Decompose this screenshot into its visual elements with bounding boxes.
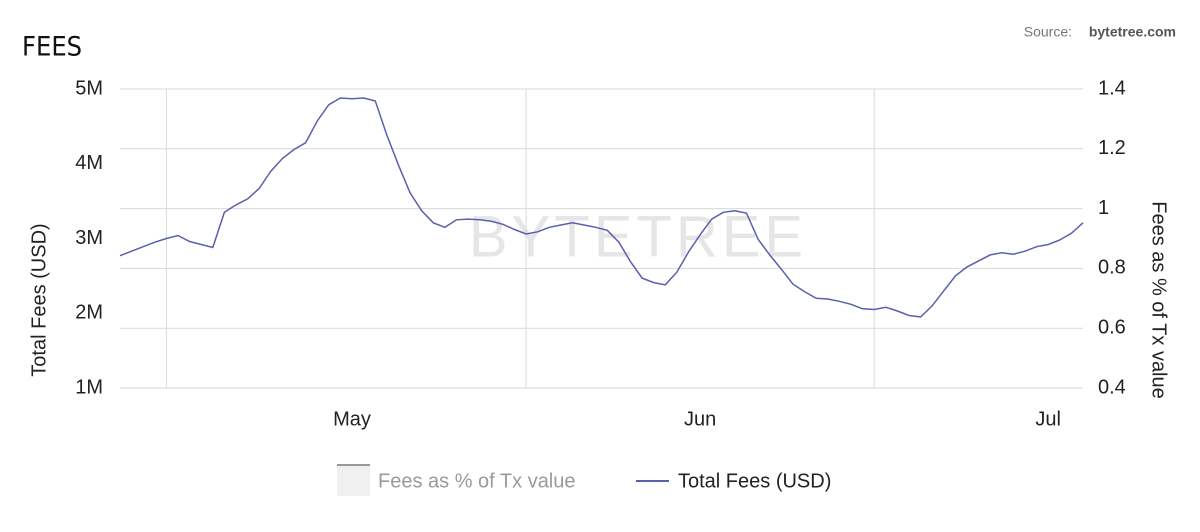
x-tick-label: Jun bbox=[684, 408, 716, 430]
chart-title: FEES bbox=[22, 32, 82, 63]
legend-label: Total Fees (USD) bbox=[678, 470, 831, 492]
y-tick-label: 5M bbox=[75, 77, 103, 99]
y2-tick-label: 1.4 bbox=[1098, 77, 1126, 99]
y-tick-label: 3M bbox=[75, 227, 103, 249]
y2-axis-label: Fees as % of Tx value bbox=[1148, 201, 1170, 399]
legend-label: Fees as % of Tx value bbox=[378, 470, 576, 492]
data-line bbox=[119, 97, 1084, 318]
y2-tick-label: 0.6 bbox=[1098, 316, 1126, 338]
y-axis-label: Total Fees (USD) bbox=[28, 223, 50, 376]
source-label: Source: bbox=[1024, 24, 1072, 40]
x-tick-label: Jul bbox=[1035, 408, 1061, 430]
y-tick-label: 2M bbox=[75, 302, 103, 324]
legend-swatch bbox=[337, 466, 370, 496]
y2-tick-label: 1.2 bbox=[1098, 137, 1126, 159]
y-tick-label: 4M bbox=[75, 152, 103, 174]
y-tick-label: 1M bbox=[75, 376, 103, 398]
x-tick-label: May bbox=[333, 408, 371, 430]
y2-tick-label: 0.4 bbox=[1098, 376, 1126, 398]
source: bytetree.com bbox=[1089, 24, 1176, 40]
y2-tick-label: 0.8 bbox=[1098, 257, 1126, 279]
y2-tick-label: 1 bbox=[1098, 197, 1109, 219]
